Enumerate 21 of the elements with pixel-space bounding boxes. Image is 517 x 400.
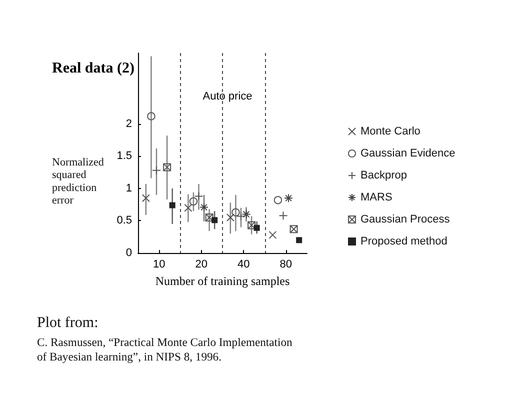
- x-tick-label: 10: [153, 258, 166, 270]
- y-tick-label: 0.5: [116, 214, 132, 227]
- y-axis-title: Normalized squared prediction error: [52, 156, 107, 206]
- y-tick-label: 2: [126, 118, 132, 130]
- y-tick-label: 0: [126, 247, 132, 259]
- text: C. Rasmussen, “Practical Monte Carlo Implementation of Bayesian learning”, in NIPS 8, 1996.: [37, 336, 296, 364]
- text: Real data (2): [52, 60, 134, 76]
- x-tick-label: 80: [280, 258, 292, 270]
- legend-label: MARS: [360, 192, 392, 204]
- text: Auto price: [202, 90, 252, 102]
- legend-label: Monte Carlo: [360, 126, 420, 138]
- text: Plot from:: [37, 315, 98, 331]
- x-tick-label: 40: [238, 258, 250, 270]
- legend-label: Backprop: [360, 170, 407, 182]
- y-tick-label: 1: [126, 182, 132, 194]
- legend-label: Gaussian Process: [360, 214, 450, 226]
- legend-label: Gaussian Evidence: [360, 148, 456, 160]
- legend-label: Proposed method: [360, 236, 448, 248]
- y-tick-label: 1.5: [116, 150, 132, 162]
- x-axis-title: Number of training samples: [155, 274, 290, 288]
- x-tick-label: 20: [195, 258, 208, 270]
